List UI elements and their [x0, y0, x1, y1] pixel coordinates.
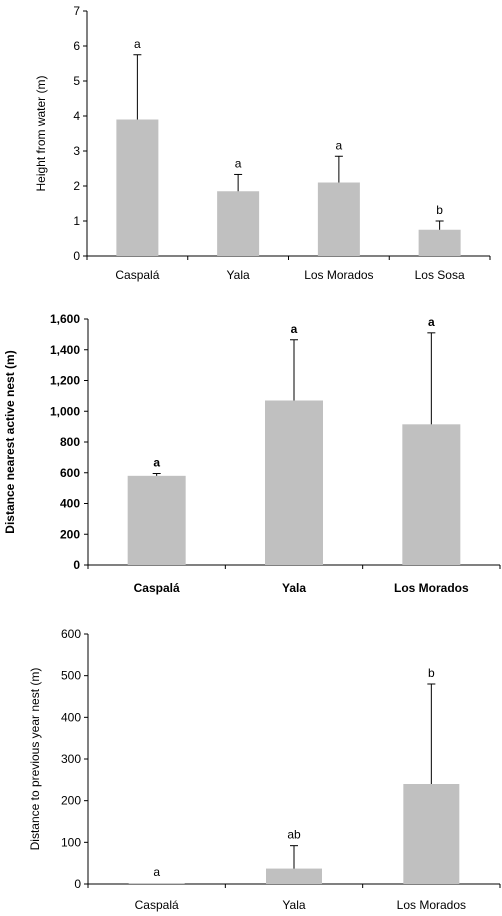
y-tick-label: 2: [73, 179, 80, 193]
y-tick-label: 1,600: [50, 312, 80, 326]
y-tick-label: 1: [73, 214, 80, 228]
significance-label-4: b: [436, 203, 443, 217]
y-tick-label: 300: [61, 752, 81, 766]
bar-2: [217, 191, 260, 256]
y-tick-label: 200: [61, 794, 81, 808]
y-tick-label: 4: [73, 109, 80, 123]
y-tick-label: 5: [73, 74, 80, 88]
y-tick-label: 100: [61, 835, 81, 849]
significance-label-1: a: [153, 456, 160, 470]
significance-label-3: a: [336, 138, 343, 152]
y-axis-title: Distance to previous year nest (m): [28, 668, 42, 851]
y-tick-label: 0: [73, 249, 80, 263]
bar-3: [317, 182, 360, 256]
y-tick-label: 200: [60, 527, 80, 541]
category-label-4: Los Sosa: [415, 268, 465, 282]
significance-label-2: a: [235, 156, 242, 170]
significance-label-3: a: [428, 315, 435, 329]
y-tick-label: 3: [73, 144, 80, 158]
category-label-1: Caspalá: [135, 898, 179, 912]
significance-label-1: a: [134, 37, 141, 51]
y-tick-label: 400: [60, 497, 80, 511]
significance-label-2: a: [291, 322, 298, 336]
bar-2: [265, 400, 323, 565]
category-label-3: Los Morados: [397, 898, 466, 912]
category-label-1: Caspalá: [115, 268, 159, 282]
category-label-2: Yala: [282, 581, 306, 595]
category-label-2: Yala: [282, 898, 305, 912]
y-tick-label: 1,200: [50, 374, 80, 388]
y-tick-label: 400: [61, 710, 81, 724]
y-tick-label: 7: [73, 4, 80, 18]
y-tick-label: 0: [74, 877, 81, 891]
bar-1: [116, 119, 159, 256]
significance-label-1: a: [153, 865, 160, 879]
bar-4: [418, 229, 461, 256]
significance-label-3: b: [428, 666, 435, 680]
y-tick-label: 500: [61, 669, 81, 683]
bar-3: [403, 784, 460, 884]
bar-3: [402, 424, 461, 565]
category-label-2: Yala: [227, 268, 250, 282]
category-label-1: Caspalá: [134, 581, 180, 595]
y-tick-label: 6: [73, 39, 80, 53]
y-tick-label: 600: [60, 466, 80, 480]
chart-panel-2: 0 200 400 600 800 1,000 1,200 1,400 1,600 a Caspal…: [3, 312, 501, 595]
y-axis-title: Distance nearest active nest (m): [3, 350, 17, 533]
y-axis-title: Height from water (m): [34, 75, 48, 191]
y-tick-label: 600: [61, 627, 81, 641]
category-label-3: Los Morados: [304, 268, 373, 282]
y-tick-label: 1,000: [50, 404, 80, 418]
chart-panel-1: 0 1 2 3 4 5 6 7 a Caspalá a Yala a Los Morados b Los So…: [34, 4, 491, 282]
category-label-3: Los Morados: [394, 581, 469, 595]
bar-2: [266, 868, 322, 884]
chart-panel-3: 0 100 200 300 400 500 600 a Caspalá ab Yala b Los Mo…: [28, 627, 501, 912]
bar-1: [128, 883, 185, 884]
bar-1: [127, 475, 186, 565]
y-tick-label: 800: [60, 435, 80, 449]
y-tick-label: 1,400: [50, 343, 80, 357]
significance-label-2: ab: [287, 828, 301, 842]
y-tick-label: 0: [73, 558, 80, 572]
